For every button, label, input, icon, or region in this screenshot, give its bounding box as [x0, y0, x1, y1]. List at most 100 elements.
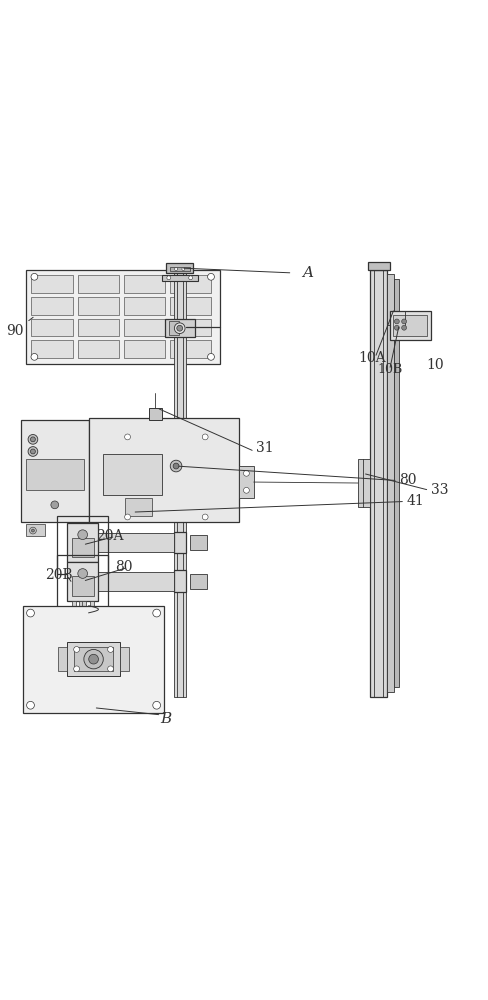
Bar — [57, 516, 108, 574]
Circle shape — [74, 647, 80, 652]
Bar — [170, 275, 211, 293]
Circle shape — [189, 276, 193, 280]
Bar — [174, 532, 186, 553]
Circle shape — [31, 437, 35, 442]
Text: 20B: 20B — [45, 568, 73, 582]
Bar — [162, 275, 198, 281]
Bar — [239, 466, 254, 498]
Bar — [169, 321, 180, 335]
Text: 10A: 10A — [358, 351, 386, 365]
Circle shape — [78, 530, 87, 540]
Bar — [149, 408, 162, 420]
Bar — [394, 279, 399, 687]
Circle shape — [177, 325, 183, 331]
Bar — [21, 420, 89, 522]
Circle shape — [394, 319, 399, 324]
Bar — [23, 606, 164, 713]
Bar — [393, 315, 427, 336]
Bar — [72, 562, 76, 571]
Circle shape — [27, 701, 34, 709]
Bar — [166, 263, 193, 273]
Circle shape — [74, 666, 80, 672]
Circle shape — [153, 701, 161, 709]
Text: A: A — [302, 266, 313, 280]
Bar — [190, 535, 206, 550]
Circle shape — [182, 268, 185, 270]
Bar — [190, 574, 206, 589]
Circle shape — [84, 649, 103, 669]
Circle shape — [202, 434, 208, 440]
Bar — [31, 275, 73, 293]
Circle shape — [153, 609, 161, 617]
Bar — [78, 340, 119, 358]
Bar — [125, 498, 152, 516]
Bar — [67, 523, 99, 562]
Bar — [79, 562, 83, 571]
Circle shape — [30, 527, 36, 534]
Circle shape — [78, 569, 87, 578]
Text: 80: 80 — [116, 560, 133, 574]
Bar — [74, 647, 113, 671]
Bar — [78, 297, 119, 315]
Circle shape — [394, 325, 399, 330]
Text: 10B: 10B — [377, 363, 403, 376]
Circle shape — [31, 449, 35, 454]
Circle shape — [108, 666, 114, 672]
Bar — [67, 642, 120, 676]
Circle shape — [124, 434, 130, 440]
Bar — [123, 340, 165, 358]
Bar — [368, 262, 389, 270]
Circle shape — [174, 323, 185, 334]
Bar — [78, 319, 119, 336]
Bar — [79, 601, 83, 609]
Bar — [89, 418, 239, 522]
Bar — [67, 562, 99, 601]
Circle shape — [27, 609, 34, 617]
Circle shape — [31, 273, 38, 280]
Circle shape — [167, 276, 171, 280]
Text: 80: 80 — [399, 473, 417, 487]
Text: 33: 33 — [431, 483, 448, 497]
Circle shape — [31, 529, 34, 532]
Text: 41: 41 — [407, 494, 424, 508]
Circle shape — [124, 514, 130, 520]
Text: 10: 10 — [426, 358, 444, 372]
Bar — [370, 270, 387, 697]
Circle shape — [207, 273, 214, 280]
Bar — [26, 524, 45, 536]
Bar — [358, 459, 370, 507]
Bar — [174, 270, 186, 697]
Bar — [123, 319, 165, 336]
Circle shape — [402, 325, 407, 330]
Circle shape — [402, 319, 407, 324]
Bar — [82, 601, 86, 609]
Circle shape — [244, 470, 249, 476]
Bar — [58, 647, 67, 671]
Bar — [123, 297, 165, 315]
Circle shape — [202, 514, 208, 520]
Circle shape — [108, 647, 114, 652]
Circle shape — [175, 268, 178, 270]
Circle shape — [207, 353, 214, 360]
Circle shape — [173, 463, 179, 469]
Bar — [72, 601, 76, 609]
Bar — [170, 340, 211, 358]
Circle shape — [89, 654, 99, 664]
Bar — [82, 562, 86, 571]
Bar — [389, 311, 431, 340]
Bar — [72, 576, 94, 596]
Circle shape — [31, 353, 38, 360]
Bar — [31, 340, 73, 358]
Bar — [26, 459, 84, 490]
Bar — [120, 647, 129, 671]
Text: 20A: 20A — [96, 529, 123, 543]
Bar — [170, 267, 190, 271]
Bar — [387, 274, 394, 692]
Bar — [26, 270, 220, 364]
Bar — [96, 533, 174, 552]
Bar — [96, 572, 174, 591]
Circle shape — [51, 501, 59, 509]
Bar — [90, 562, 94, 571]
Bar — [90, 601, 94, 609]
Bar — [78, 275, 119, 293]
